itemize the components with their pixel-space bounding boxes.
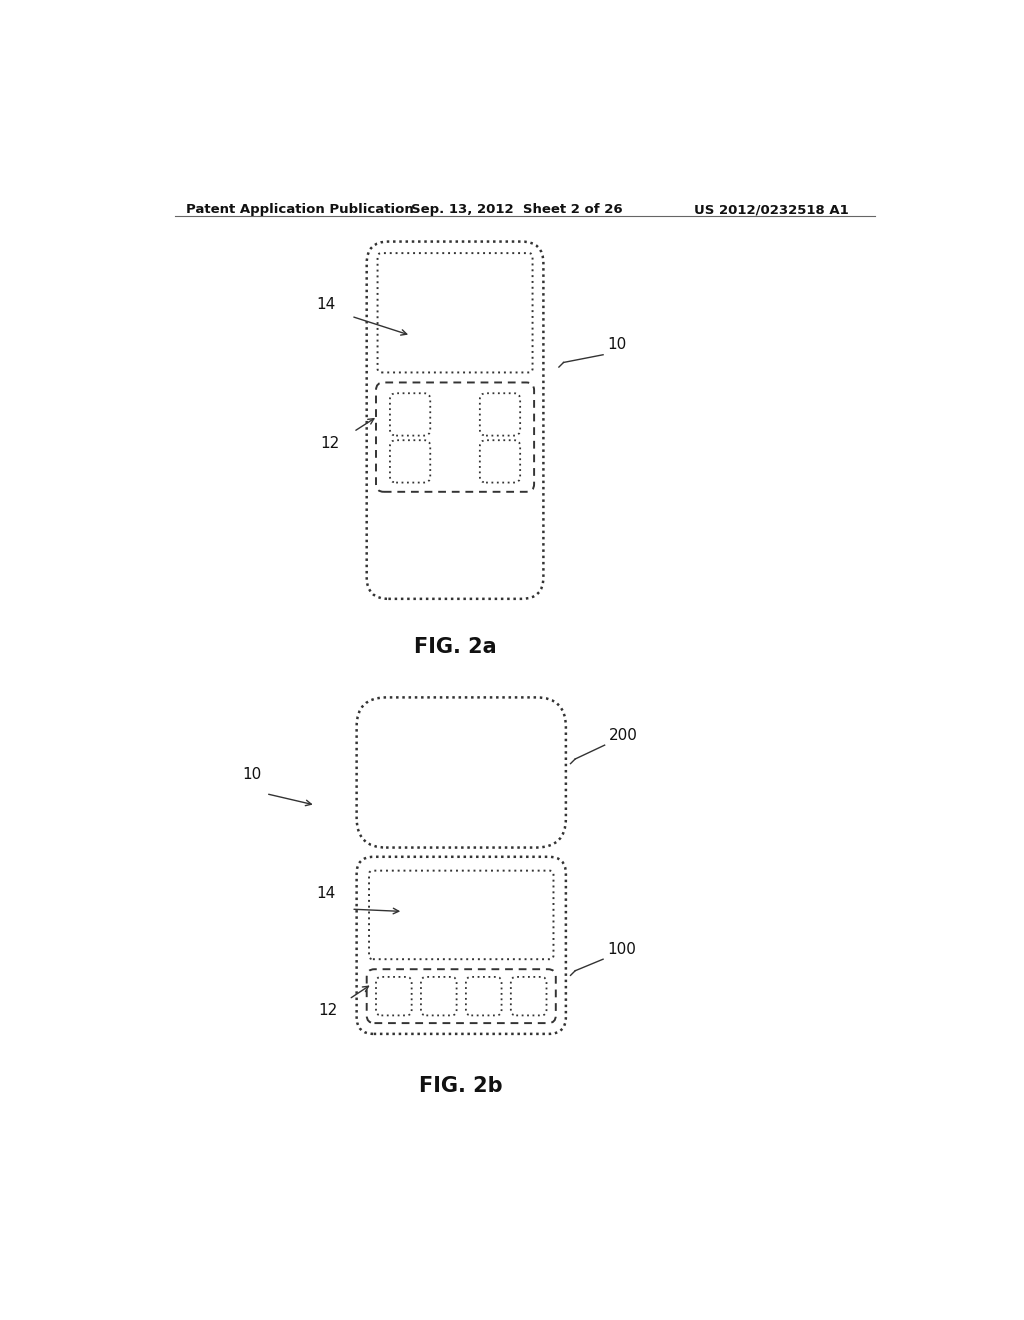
FancyBboxPatch shape (356, 857, 566, 1034)
FancyBboxPatch shape (369, 871, 554, 960)
FancyBboxPatch shape (480, 441, 520, 483)
Text: 12: 12 (321, 436, 340, 450)
FancyBboxPatch shape (376, 383, 535, 492)
FancyBboxPatch shape (390, 393, 430, 436)
Text: 100: 100 (607, 942, 636, 957)
Text: 14: 14 (316, 297, 336, 313)
FancyBboxPatch shape (511, 977, 547, 1015)
Text: Sep. 13, 2012  Sheet 2 of 26: Sep. 13, 2012 Sheet 2 of 26 (411, 203, 623, 216)
Text: 10: 10 (607, 338, 627, 352)
FancyBboxPatch shape (376, 977, 412, 1015)
FancyBboxPatch shape (421, 977, 457, 1015)
Text: 10: 10 (243, 767, 262, 781)
Text: FIG. 2a: FIG. 2a (414, 638, 497, 657)
Text: 200: 200 (608, 727, 637, 743)
Text: US 2012/0232518 A1: US 2012/0232518 A1 (693, 203, 849, 216)
FancyBboxPatch shape (390, 441, 430, 483)
Text: 14: 14 (316, 887, 336, 902)
Text: 12: 12 (318, 1003, 337, 1018)
FancyBboxPatch shape (378, 253, 532, 372)
FancyBboxPatch shape (367, 969, 556, 1023)
Text: Patent Application Publication: Patent Application Publication (186, 203, 414, 216)
Text: FIG. 2b: FIG. 2b (420, 1076, 503, 1096)
FancyBboxPatch shape (480, 393, 520, 436)
FancyBboxPatch shape (356, 697, 566, 847)
FancyBboxPatch shape (466, 977, 502, 1015)
FancyBboxPatch shape (367, 242, 544, 599)
